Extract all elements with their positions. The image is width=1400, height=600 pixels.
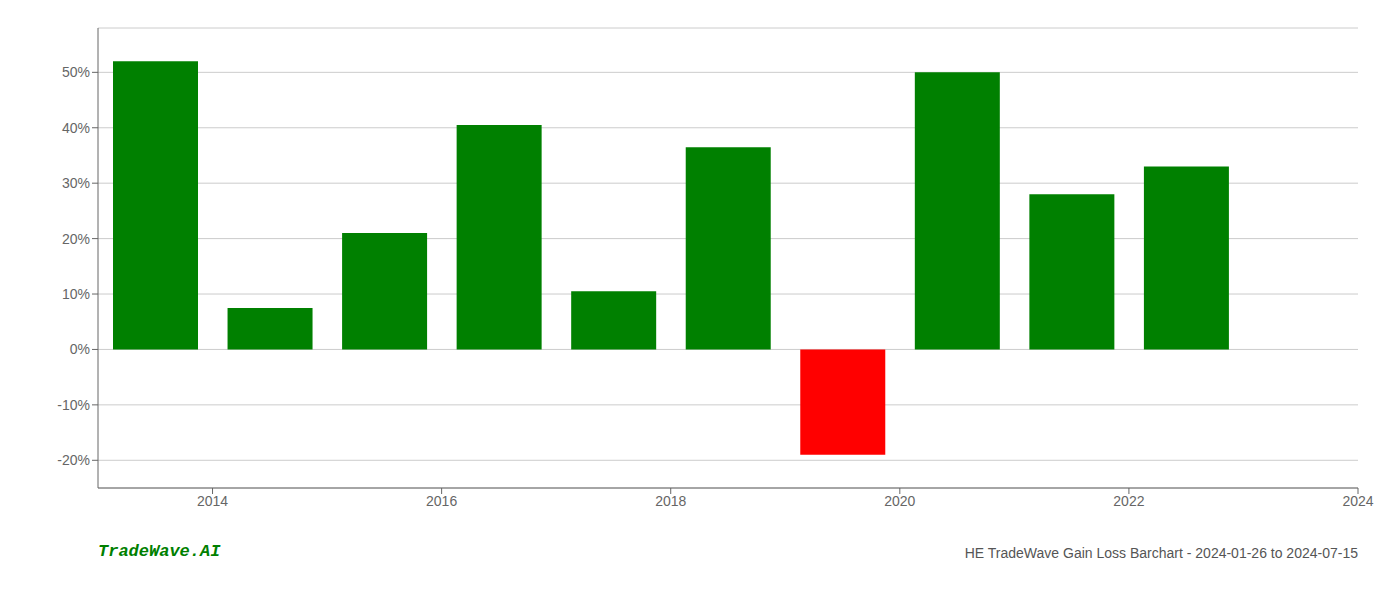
html-text:HE TradeWave Gain Loss Barchar: HE TradeWave Gain Loss Barchart - 2024-0… xyxy=(964,545,1358,561)
svg-text:-10%: -10% xyxy=(57,397,90,413)
svg-text:20%: 20% xyxy=(62,231,90,247)
svg-text:10%: 10% xyxy=(62,286,90,302)
svg-text:2024: 2024 xyxy=(1342,493,1373,509)
svg-text:30%: 30% xyxy=(62,175,90,191)
svg-text:2020: 2020 xyxy=(884,493,915,509)
svg-text:40%: 40% xyxy=(62,120,90,136)
svg-text:2014: 2014 xyxy=(197,493,228,509)
svg-text:0%: 0% xyxy=(70,341,90,357)
html-text:TradeWave.AI: TradeWave.AI xyxy=(98,542,221,561)
svg-text:50%: 50% xyxy=(62,64,90,80)
svg-text:-20%: -20% xyxy=(57,452,90,468)
svg-text:2016: 2016 xyxy=(426,493,457,509)
svg-text:2018: 2018 xyxy=(655,493,686,509)
svg-text:2022: 2022 xyxy=(1113,493,1144,509)
